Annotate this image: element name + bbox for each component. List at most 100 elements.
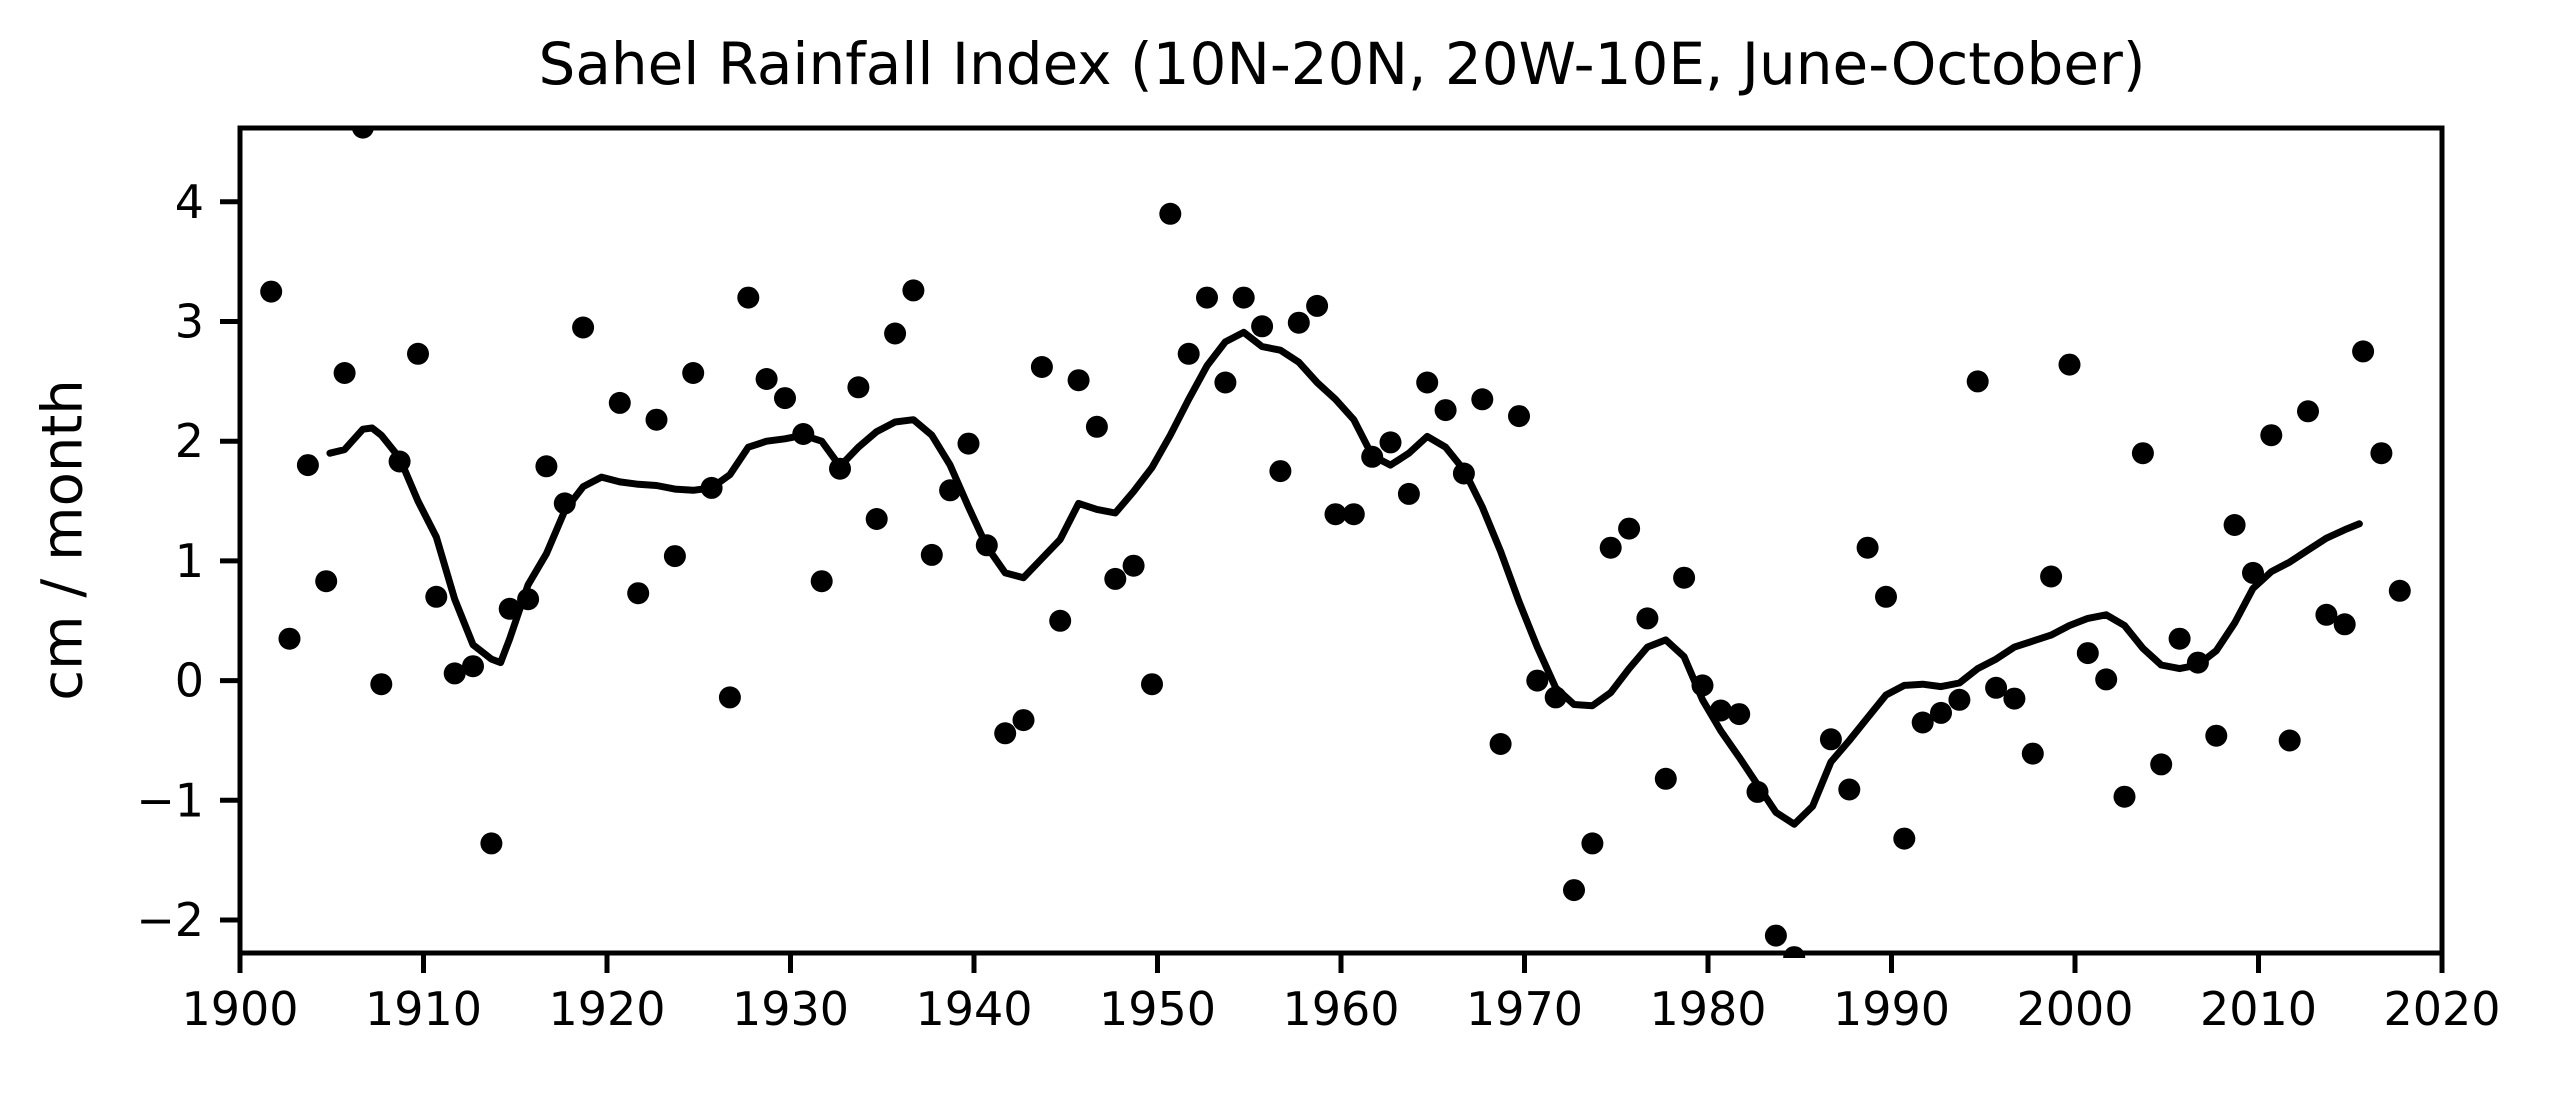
data-point-2000 xyxy=(2076,642,2099,665)
data-point-1978 xyxy=(1673,566,1696,589)
data-point-2015 xyxy=(2352,340,2375,363)
data-point-1914 xyxy=(498,597,521,620)
data-point-1947 xyxy=(1104,567,1127,590)
data-point-1917 xyxy=(553,492,576,515)
data-point-1944 xyxy=(1049,609,1072,632)
data-point-2013 xyxy=(2315,603,2338,626)
data-point-2012 xyxy=(2297,400,2319,423)
data-point-1905 xyxy=(333,362,356,384)
data-point-1906 xyxy=(351,128,374,139)
data-point-1901 xyxy=(260,280,283,303)
data-point-1968 xyxy=(1489,733,1512,755)
x-tick-label: 2020 xyxy=(2383,982,2500,1036)
data-point-1952 xyxy=(1196,286,1218,309)
data-point-1983 xyxy=(1764,924,1787,947)
y-tick-label: 0 xyxy=(175,654,204,708)
data-point-1902 xyxy=(278,627,301,650)
data-point-2001 xyxy=(2095,668,2118,691)
data-point-1903 xyxy=(296,454,319,477)
data-point-1946 xyxy=(1085,415,1108,438)
data-point-1984 xyxy=(1783,946,1806,958)
y-tick-label: −1 xyxy=(136,773,204,827)
data-point-1977 xyxy=(1654,767,1677,790)
y-tick-label: 2 xyxy=(175,414,204,468)
data-point-1945 xyxy=(1067,369,1090,392)
data-point-1966 xyxy=(1452,462,1475,485)
data-point-1971 xyxy=(1544,686,1567,709)
data-point-1922 xyxy=(645,408,668,431)
data-point-2006 xyxy=(2186,651,2209,674)
data-point-1994 xyxy=(1966,370,1989,393)
data-point-1941 xyxy=(994,722,1017,745)
data-point-1910 xyxy=(425,585,448,608)
data-point-1940 xyxy=(975,534,998,557)
data-point-1973 xyxy=(1581,832,1604,855)
axes-spines xyxy=(237,125,2445,956)
data-point-2014 xyxy=(2333,613,2356,636)
data-point-1927 xyxy=(737,286,760,309)
data-point-1921 xyxy=(627,582,650,605)
data-point-1988 xyxy=(1856,536,1879,559)
data-point-1993 xyxy=(1948,688,1971,711)
data-point-1969 xyxy=(1508,405,1530,428)
data-point-1943 xyxy=(1030,356,1053,378)
y-tick-label: −2 xyxy=(136,893,204,947)
data-point-1981 xyxy=(1728,703,1751,726)
data-point-2009 xyxy=(2242,561,2264,584)
data-point-1916 xyxy=(535,455,558,478)
data-point-1970 xyxy=(1526,669,1549,692)
y-tick-label: 4 xyxy=(175,175,204,229)
data-point-1959 xyxy=(1324,503,1347,526)
data-point-1928 xyxy=(755,368,778,390)
data-point-1948 xyxy=(1122,554,1145,577)
data-point-1929 xyxy=(774,387,796,410)
data-point-1950 xyxy=(1159,202,1182,225)
data-point-1933 xyxy=(847,376,870,399)
data-point-1904 xyxy=(315,570,338,593)
data-point-1942 xyxy=(1012,709,1035,732)
data-point-2017 xyxy=(2388,579,2411,602)
data-point-2007 xyxy=(2205,724,2228,747)
data-point-1991 xyxy=(1911,711,1934,734)
data-point-2002 xyxy=(2113,785,2136,808)
y-tick-label: 1 xyxy=(175,534,204,588)
data-point-2016 xyxy=(2370,442,2393,465)
data-point-1908 xyxy=(388,450,411,473)
x-tick-label: 1900 xyxy=(181,982,298,1036)
data-point-2004 xyxy=(2150,753,2173,776)
data-point-1951 xyxy=(1177,342,1200,365)
data-point-1972 xyxy=(1563,879,1585,902)
chart-title: Sahel Rainfall Index (10N-20N, 20W-10E, … xyxy=(538,30,2146,98)
x-tick-label: 1920 xyxy=(548,982,665,1036)
data-point-2005 xyxy=(2168,627,2191,650)
x-tick-label: 1930 xyxy=(732,982,849,1036)
data-point-1932 xyxy=(829,457,851,480)
x-tick-label: 2010 xyxy=(2200,982,2317,1036)
data-point-1909 xyxy=(407,342,429,365)
data-point-1923 xyxy=(663,545,686,568)
data-point-1926 xyxy=(718,686,741,709)
smoothed-line xyxy=(326,328,2363,828)
data-point-1976 xyxy=(1636,607,1659,630)
data-point-1997 xyxy=(2021,742,2044,765)
x-tick-label: 1940 xyxy=(915,982,1032,1036)
data-point-1949 xyxy=(1141,673,1163,696)
data-point-1992 xyxy=(1930,701,1952,724)
data-point-1939 xyxy=(957,432,980,455)
data-point-1955 xyxy=(1251,315,1274,338)
data-point-1957 xyxy=(1287,311,1310,334)
data-point-1936 xyxy=(902,279,925,302)
data-point-1986 xyxy=(1819,728,1842,751)
data-point-1960 xyxy=(1342,503,1365,526)
data-point-1987 xyxy=(1838,778,1861,801)
data-point-1938 xyxy=(939,479,962,502)
data-point-1964 xyxy=(1416,371,1439,394)
x-tick-label: 1910 xyxy=(365,982,482,1036)
data-point-1956 xyxy=(1269,460,1292,483)
data-point-1982 xyxy=(1746,780,1769,803)
y-tick-label: 3 xyxy=(175,295,204,349)
data-point-2008 xyxy=(2223,514,2246,536)
data-point-1962 xyxy=(1379,431,1402,454)
data-point-1965 xyxy=(1434,399,1457,422)
data-point-1967 xyxy=(1471,388,1494,411)
